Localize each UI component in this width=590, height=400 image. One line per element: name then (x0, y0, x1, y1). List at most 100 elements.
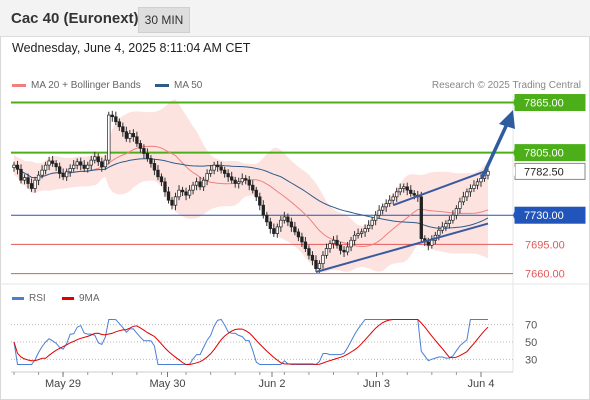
candle-body (198, 181, 202, 188)
candle-body (345, 246, 350, 253)
candle-body (254, 189, 258, 198)
candle-body (96, 156, 100, 163)
level-label-7695.00: 7695.00 (525, 239, 565, 251)
candle-body (177, 189, 181, 198)
candle-body (215, 164, 220, 168)
level-tag-pointer (513, 147, 515, 158)
candle-body (142, 148, 146, 154)
forecast-arrow-shaft (480, 123, 509, 179)
candle-body (451, 214, 455, 221)
candle-body (251, 184, 255, 191)
candle-body (275, 226, 279, 234)
candle-body (166, 191, 171, 201)
candle-body (261, 204, 265, 216)
candle-body (272, 228, 276, 234)
candle-body (114, 116, 118, 123)
candle-body (131, 133, 136, 138)
candle-body (50, 160, 55, 164)
candle-body (314, 259, 318, 269)
candle-body (170, 199, 174, 206)
candle-body (258, 196, 262, 206)
level-tag-pointer (513, 166, 515, 177)
candle-body (289, 221, 294, 228)
candle-body (237, 181, 241, 184)
candle-body (324, 248, 329, 256)
candle-body (75, 161, 79, 166)
candle-body (279, 219, 283, 228)
candle-body (486, 171, 490, 176)
candle-body (163, 181, 167, 193)
rsi-tick-label-70: 70 (525, 320, 537, 332)
candle-body (426, 241, 430, 246)
candle-body (205, 173, 209, 181)
candle-body (430, 239, 434, 246)
candle-body (72, 164, 76, 169)
candle-body (366, 224, 371, 229)
rsi-tick-label-50: 50 (525, 337, 537, 349)
candle-body (268, 221, 272, 229)
candle-body (86, 164, 90, 169)
candle-body (173, 196, 178, 206)
level-label-7660.00: 7660.00 (525, 269, 565, 281)
candle-body (437, 229, 441, 236)
candle-body (342, 249, 346, 253)
interval-button[interactable]: 30 MIN (138, 7, 190, 33)
candle-body (110, 114, 114, 118)
candle-body (26, 177, 30, 184)
legend-item-ma50: MA 50 (155, 80, 202, 91)
level-label-7865.00: 7865.00 (524, 98, 564, 110)
candle-body (43, 164, 48, 171)
candle-body (201, 179, 206, 188)
legend-swatch (62, 296, 74, 300)
candle-body (398, 188, 402, 193)
candle-body (465, 191, 469, 198)
candle-body (265, 214, 269, 223)
candle-body (152, 163, 157, 171)
x-tick-label-May-30: May 30 (149, 378, 185, 390)
candle-body (373, 214, 378, 221)
candle-body (180, 189, 185, 193)
candle-body (107, 114, 111, 161)
candle-body (244, 178, 248, 181)
candle-body (405, 186, 409, 191)
candle-body (240, 178, 244, 183)
candle-body (145, 153, 150, 159)
candle-body (349, 239, 353, 248)
timestamp: Wednesday, June 4, 2025 8:11:04 AM CET (12, 41, 251, 55)
candle-body (65, 171, 69, 178)
legend-label: MA 50 (174, 80, 203, 91)
x-tick-label-May-29: May 29 (45, 378, 81, 390)
candle-body (359, 231, 364, 234)
candle-body (135, 136, 139, 144)
candle-body (331, 239, 336, 244)
level-tag-pointer (513, 210, 515, 221)
candle-body (475, 181, 480, 186)
level-label-7782.50: 7782.50 (524, 166, 564, 178)
candle-body (444, 223, 448, 228)
candle-body (370, 219, 374, 226)
candle-body (388, 199, 392, 204)
candle-body (36, 174, 41, 181)
candle-body (321, 254, 325, 264)
candle-body (79, 161, 83, 166)
candle-body (352, 234, 357, 241)
candle-body (472, 184, 476, 189)
candle-body (187, 189, 192, 196)
candle-body (300, 236, 304, 243)
legend-label: RSI (29, 293, 46, 304)
candle-body (458, 201, 462, 209)
x-tick-label-Jun-2: Jun 2 (259, 378, 286, 390)
candle-body (156, 169, 160, 178)
candle-body (233, 179, 237, 184)
candle-body (440, 226, 445, 231)
candle-body (310, 254, 315, 261)
legend-item-rsi: RSI (12, 293, 46, 304)
candle-body (461, 196, 466, 203)
header-bar: Cac 40 (Euronext) 30 MIN (0, 0, 590, 37)
legend-item-9ma: 9MA (62, 293, 100, 304)
legend-label: MA 20 + Bollinger Bands (31, 80, 141, 91)
candle-body (454, 208, 459, 216)
candle-body (194, 181, 199, 186)
candle-body (479, 178, 483, 183)
